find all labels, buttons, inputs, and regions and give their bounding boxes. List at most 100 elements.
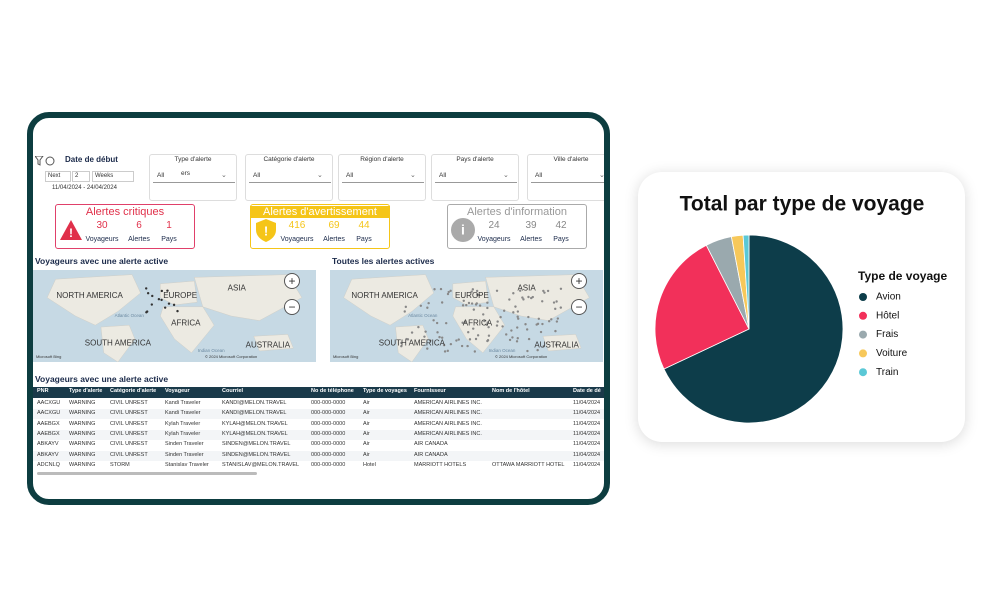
land	[395, 324, 429, 363]
table-cell: 000-000-0000	[311, 451, 346, 458]
alert-dot	[476, 334, 480, 337]
alert-dot	[477, 293, 481, 297]
table-cell: Kylah Traveler	[165, 420, 201, 427]
kpi-title: Alertes critiques	[85, 206, 165, 218]
table-cell: AMERICAN AIRLINES INC.	[414, 400, 482, 406]
alert-dot	[473, 350, 477, 353]
table-cell: CIVIL UNREST	[110, 420, 148, 427]
kpi-value: 416	[288, 220, 306, 231]
zoom-in[interactable]: +	[571, 273, 587, 289]
alert-dot	[516, 337, 519, 340]
dropdown-select[interactable]: All	[153, 170, 235, 183]
table-cell: Air	[363, 430, 370, 437]
alert-dot	[461, 321, 464, 324]
alert-dot	[163, 306, 167, 309]
legend-label: Voiture	[876, 348, 908, 359]
zoom-out[interactable]: −	[284, 299, 300, 315]
column-header: Date de dé	[573, 388, 601, 394]
legend-label: Hôtel	[876, 310, 899, 321]
alert-dot	[525, 328, 529, 331]
map-label: ASIA	[517, 284, 536, 293]
map-title: Toutes les alertes actives	[332, 256, 435, 266]
map-label: AFRICA	[171, 318, 201, 327]
column-header: Nom de l'hôtel	[492, 388, 530, 394]
alert-dot	[472, 327, 475, 330]
kpi-value: 44	[358, 220, 370, 231]
alert-dot	[439, 287, 443, 291]
alert-dot	[410, 331, 414, 334]
legend-swatch	[859, 330, 867, 339]
alert-dot	[516, 310, 520, 313]
alert-dot	[160, 298, 163, 302]
alert-dot	[552, 301, 556, 304]
table-cell: SINDEN@MELON.TRAVEL	[222, 441, 291, 448]
table-cell: Sinden Traveler	[165, 441, 204, 448]
warning-triangle: !	[60, 220, 82, 240]
alert-dot	[524, 323, 527, 326]
table-cell: Kylah Traveler	[165, 430, 201, 437]
table-cell: CIVIL UNREST	[110, 400, 148, 406]
alert-dot	[546, 289, 550, 293]
dropdown-caret: ⌄	[221, 172, 227, 179]
dropdown-select[interactable]: All	[249, 170, 331, 183]
alert-dot	[512, 311, 515, 314]
alert-dot	[508, 338, 512, 342]
table-cell: AMERICAN AIRLINES INC.	[414, 430, 482, 437]
alert-dot	[436, 331, 439, 334]
alert-dot	[471, 288, 475, 291]
legend-label: Frais	[876, 329, 898, 340]
alert-dot	[440, 336, 444, 339]
zoom-out[interactable]: −	[571, 299, 587, 315]
next-select[interactable]: Next	[45, 171, 71, 182]
row-bg	[33, 429, 604, 440]
map-credit: © 2024 Microsoft Corporation	[495, 354, 547, 359]
alert-dot	[486, 306, 489, 310]
alert-dot	[444, 321, 448, 325]
alert-dot	[487, 334, 491, 337]
kpi-card	[447, 204, 587, 249]
table-cell: AIR CANADA	[414, 441, 448, 448]
map-label: AFRICA	[463, 318, 493, 327]
zoom-in[interactable]: +	[284, 273, 300, 289]
alert-dot	[530, 296, 533, 300]
map-label: Atlantic Ocean	[408, 313, 438, 318]
table-cell: AIR CANADA	[414, 451, 448, 458]
alert-dot	[502, 309, 506, 312]
table-cell: STANISLAV@MELON.TRAVEL	[222, 461, 300, 468]
dropdown-select[interactable]: All	[531, 170, 604, 183]
alert-dot	[467, 301, 471, 305]
map-label: AUSTRALIA	[246, 341, 291, 350]
table-cell: 11/04/2024	[573, 400, 601, 406]
table-cell: Air	[363, 410, 370, 417]
unit-select[interactable]: Weeks	[92, 171, 134, 182]
table-cell: WARNING	[69, 451, 96, 458]
column-header: No de téléphone	[311, 388, 354, 394]
map-label: NORTH AMERICA	[56, 291, 123, 300]
alert-dot	[516, 326, 519, 329]
kpi-label: Pays	[161, 236, 177, 243]
kpi-icon: !	[254, 218, 278, 242]
alert-dot	[167, 302, 171, 305]
dropdown-caret: ⌄	[503, 172, 509, 179]
dropdown-select[interactable]: All	[342, 170, 424, 183]
alert-dot	[429, 339, 432, 342]
filter-title: Date de début	[65, 155, 118, 164]
table-cell: ABKAYV	[37, 441, 59, 448]
column-header: Courriel	[222, 388, 244, 394]
map-brand: Microsoft Bing	[333, 354, 358, 359]
dropdown-select[interactable]: All	[435, 170, 517, 183]
kpi-value: 1	[166, 220, 172, 231]
map: NORTH AMERICA EUROPE ASIA AFRICA SOUTH AMERI…	[33, 270, 316, 363]
table-cell: KYLAH@MELON.TRAVEL	[222, 420, 288, 427]
land	[160, 280, 198, 306]
alert-dot	[400, 341, 403, 345]
alert-dot	[536, 348, 539, 352]
table-cell: KANDI@MELON.TRAVEL	[222, 400, 287, 406]
table-cell: WARNING	[69, 430, 96, 437]
alert-dot	[447, 290, 450, 294]
count-input[interactable]: 2	[72, 171, 90, 182]
table-cell: Kandi Traveler	[165, 410, 201, 417]
kpi-label: Alertes	[323, 236, 345, 243]
